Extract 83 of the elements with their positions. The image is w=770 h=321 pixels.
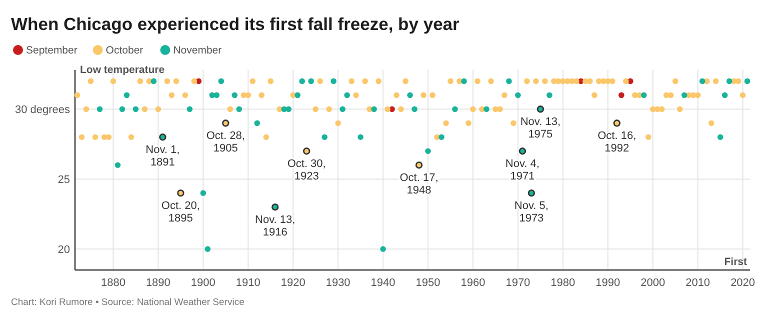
point [286, 106, 292, 112]
annotation: Oct. 16, 1992 [598, 130, 636, 155]
point [484, 106, 490, 112]
point [308, 78, 314, 84]
x-tick-label: 2020 [730, 277, 756, 289]
x-tick-label: 1970 [506, 277, 530, 289]
point [114, 162, 121, 168]
annotation: Oct. 20, 1895 [161, 200, 200, 225]
x-tick-label: 1880 [100, 277, 126, 289]
x-tick-label: 1900 [190, 277, 216, 289]
point [330, 78, 336, 84]
point [236, 106, 242, 112]
point [119, 106, 126, 112]
point [744, 78, 750, 84]
point [344, 92, 350, 98]
point [515, 92, 521, 98]
point [506, 78, 512, 84]
point [640, 92, 647, 98]
point [150, 78, 157, 84]
point [272, 203, 279, 211]
y-tick-label: 30 degrees [14, 104, 70, 116]
point [340, 106, 346, 112]
point [200, 190, 206, 196]
annotation: Oct. 30, 1923 [287, 158, 326, 183]
x-tick-label: 2000 [640, 277, 666, 289]
x-tick-label: 1960 [460, 277, 486, 289]
point [124, 92, 130, 98]
legend-label: September [26, 44, 78, 56]
point [204, 246, 211, 252]
chart-title: When Chicago experienced its first fall freeze, by year [11, 14, 460, 34]
point [461, 78, 467, 84]
point [722, 92, 728, 98]
point [438, 134, 444, 140]
point [681, 92, 688, 98]
x-tick-label: 1980 [550, 277, 576, 289]
annotation: Nov. 13, 1975 [520, 116, 561, 141]
point [412, 106, 418, 112]
annotation: Nov. 4, 1971 [505, 158, 540, 183]
point [528, 189, 536, 197]
point [546, 92, 552, 98]
point [717, 134, 724, 140]
point [214, 92, 220, 98]
annotation: Oct. 28, 1905 [206, 130, 245, 155]
x-tick-label: 1950 [416, 277, 440, 289]
point [425, 148, 431, 154]
x-tick-label: 2010 [686, 277, 710, 289]
point [132, 106, 139, 112]
text: Chart: Kori Rumore • Source: National Weather Service [11, 297, 244, 308]
point [299, 78, 305, 84]
annotation: Oct. 17, 1948 [400, 172, 438, 197]
x-tick-label: 1990 [596, 277, 620, 289]
point [380, 246, 386, 252]
x-tick-label: 1910 [236, 277, 260, 289]
point [159, 134, 166, 141]
point [186, 106, 193, 112]
point [452, 106, 458, 112]
y-tick-label: 20 [58, 244, 70, 256]
x-tick-label: 1940 [370, 277, 396, 289]
point [371, 106, 377, 112]
point [218, 78, 224, 84]
annotation: Nov. 1, 1891 [146, 144, 180, 169]
annotation: Nov. 5, 1973 [514, 200, 548, 225]
legend-label: October [106, 44, 144, 56]
point [232, 92, 238, 98]
point [322, 134, 328, 140]
annotation: Nov. 13, 1916 [255, 214, 296, 239]
x-tick-label: 1890 [146, 277, 170, 289]
point [726, 78, 732, 84]
x-tick-label: 1920 [280, 277, 306, 289]
point [358, 134, 364, 140]
point [699, 78, 706, 84]
x-tick-label: 1930 [326, 277, 350, 289]
point [96, 106, 103, 112]
point [536, 106, 544, 113]
y-tick-label: 25 [58, 174, 70, 186]
point [294, 92, 300, 98]
point [254, 120, 260, 126]
y-axis-title: Low temperature [80, 64, 165, 76]
point [518, 148, 526, 155]
x-axis-title: First [724, 256, 748, 268]
legend-label: November [173, 44, 222, 56]
point [618, 92, 624, 98]
point [407, 92, 413, 98]
